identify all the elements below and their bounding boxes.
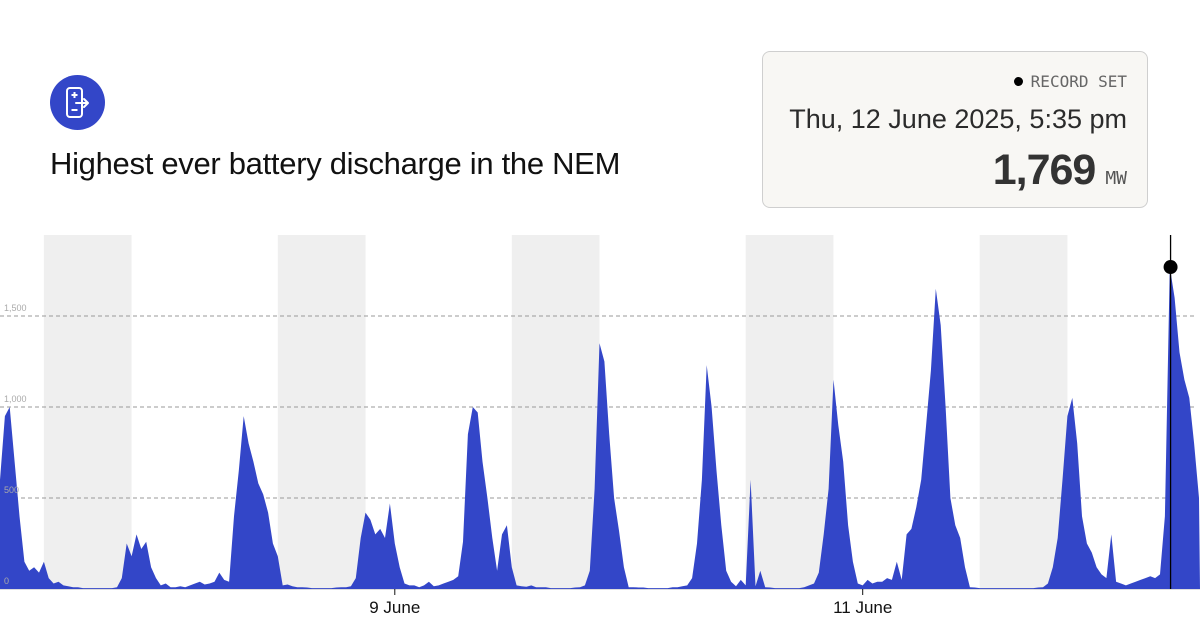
x-tick-marks [394, 589, 864, 595]
x-tick-label: 9 June [369, 598, 421, 617]
record-badge-label: RECORD SET [1030, 72, 1127, 91]
night-shading-band [43, 235, 132, 589]
night-shading-band [511, 235, 600, 589]
y-tick-label: 500 [4, 485, 20, 495]
record-marker-dot [1163, 260, 1178, 275]
night-shading-band [979, 235, 1068, 589]
discharge-area [0, 267, 1200, 589]
battery-discharge-icon [50, 75, 105, 130]
night-shading-group [43, 235, 1068, 589]
x-tick-label: 11 June [833, 598, 893, 617]
record-dot-icon [1013, 77, 1023, 86]
record-datetime: Thu, 12 June 2025, 5:35 pm [789, 104, 1127, 134]
y-tick-label: 1,500 [4, 303, 27, 313]
y-tick-label: 0 [4, 576, 10, 586]
record-value-unit: MW [1105, 168, 1127, 189]
record-value-number: 1,769 [992, 146, 1097, 194]
record-badge: RECORD SET [1013, 72, 1127, 91]
night-shading-band [745, 235, 834, 589]
record-card: RECORD SET Thu, 12 June 2025, 5:35 pm 1,… [762, 51, 1148, 208]
page-title: Highest ever battery discharge in the NE… [50, 146, 621, 181]
record-value: 1,769 MW [993, 146, 1127, 195]
y-tick-label: 1,000 [4, 394, 27, 404]
night-shading-band [277, 235, 366, 589]
